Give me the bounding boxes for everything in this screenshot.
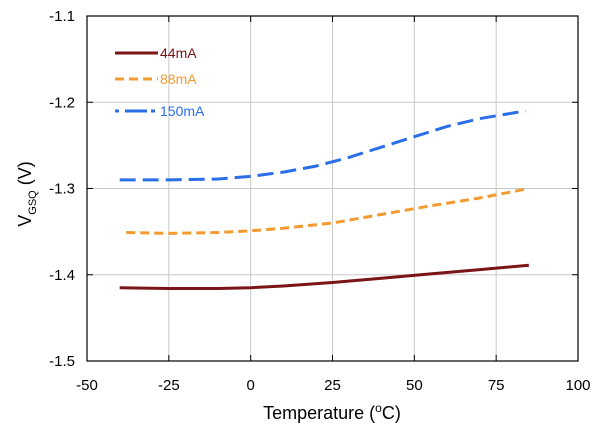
legend-label-44mA: 44mA — [160, 45, 197, 61]
axis-ticks — [86, 15, 579, 362]
x-tick-label: 25 — [324, 377, 341, 394]
y-tick-label: -1.4 — [49, 267, 75, 284]
series-line-88mA — [126, 187, 530, 235]
x-axis-label: Temperature (oC) — [263, 401, 401, 423]
y-tick-label: -1.3 — [49, 181, 75, 198]
series-lines — [119, 109, 530, 290]
legend: 44mA 88mA 150mA — [115, 45, 205, 119]
series-line-150mA — [119, 109, 526, 182]
tick-labels: -50 -25 0 25 50 75 100 -1.5 -1.4 -1.3 -1.2 -1.1 — [49, 8, 590, 394]
x-tick-label: 0 — [246, 377, 254, 394]
grid — [87, 16, 578, 361]
y-tick-label: -1.2 — [49, 94, 75, 111]
y-axis-label: VGSQ (V) — [15, 161, 39, 226]
x-tick-label: -50 — [76, 377, 98, 394]
y-tick-label: -1.5 — [49, 353, 75, 370]
x-tick-label: 100 — [565, 377, 590, 394]
x-tick-label: -25 — [158, 377, 180, 394]
x-tick-label: 50 — [406, 377, 423, 394]
legend-label-88mA: 88mA — [160, 71, 197, 87]
series-line-44mA — [119, 263, 530, 290]
y-tick-label: -1.1 — [49, 8, 75, 25]
legend-label-150mA: 150mA — [160, 103, 205, 119]
x-tick-label: 75 — [488, 377, 505, 394]
